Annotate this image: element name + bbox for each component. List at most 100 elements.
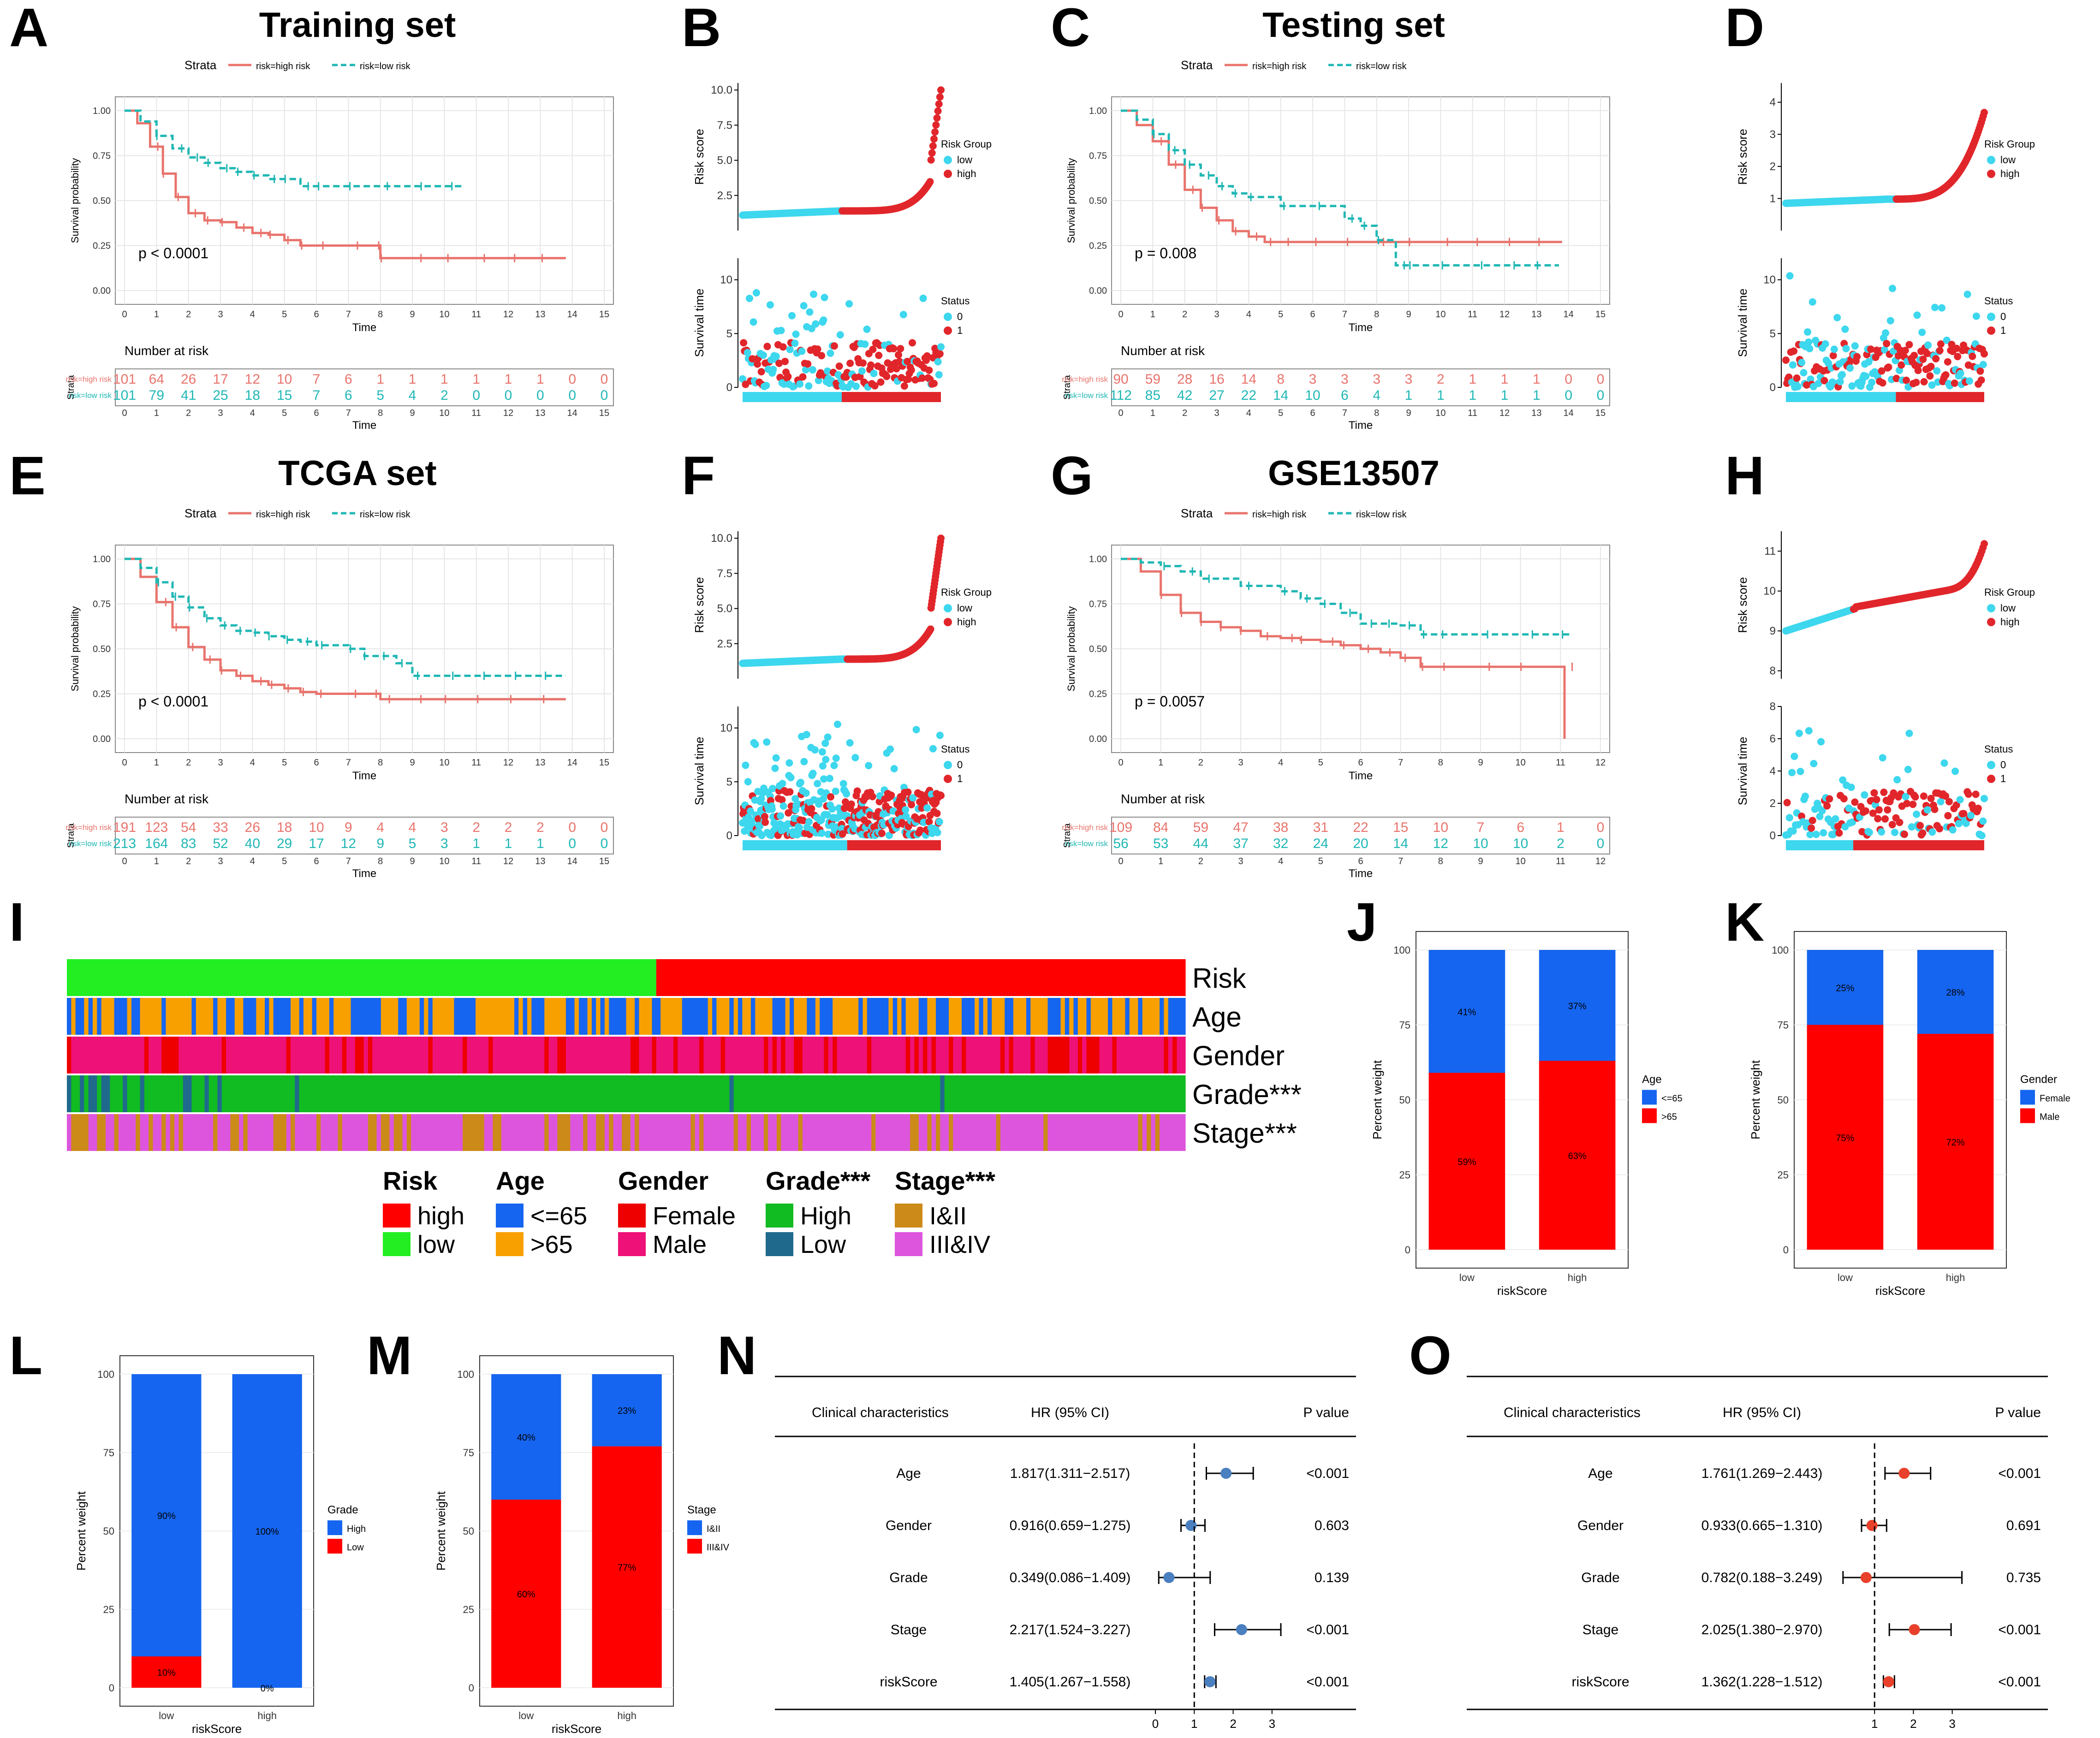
heatmap-cell [841, 1114, 846, 1151]
heatmap-cell [127, 1037, 132, 1074]
heatmap-cell [949, 998, 953, 1035]
heatmap-cell [140, 998, 145, 1035]
heatmap-cell [781, 1037, 786, 1074]
heatmap-cell [927, 998, 932, 1035]
stacked-value-label: 28% [1946, 988, 1965, 998]
time-y-tick: 5 [726, 776, 732, 788]
heatmap-legend-label: High [800, 1202, 851, 1230]
risk-y-tick: 11 [1764, 545, 1776, 558]
risk-score-point [933, 114, 941, 122]
heatmap-cell [652, 1075, 657, 1112]
heatmap-cell [1177, 959, 1182, 996]
heatmap-cell [759, 1075, 764, 1112]
heatmap-cell [544, 1037, 549, 1074]
km-nrisk-low-value: 10 [1305, 388, 1320, 403]
forest-row-hr: 1.761(1.269−2.443) [1701, 1466, 1823, 1481]
heatmap-cell [837, 1075, 842, 1112]
time-y-tick: 5 [1770, 327, 1776, 340]
heatmap-cell [527, 1037, 532, 1074]
heatmap-cell [880, 959, 885, 996]
heatmap-cell [523, 1037, 528, 1074]
survival-time-point [1914, 367, 1922, 374]
survival-time-point [1806, 830, 1814, 838]
heatmap-cell [183, 998, 188, 1035]
heatmap-cell [419, 1114, 424, 1151]
heatmap-cell [660, 1075, 666, 1112]
survival-time-point [1954, 353, 1962, 361]
km-nrisk-low-value: 1 [505, 836, 512, 851]
heatmap-cell [101, 1114, 106, 1151]
heatmap-cell [875, 959, 880, 996]
heatmap-cell [84, 998, 89, 1035]
heatmap-cell [622, 959, 627, 996]
heatmap-cell [944, 1037, 949, 1074]
heatmap-cell [953, 1114, 958, 1151]
heatmap-cell [635, 998, 640, 1035]
heatmap-cell [1077, 959, 1083, 996]
survival-time-point [786, 788, 794, 796]
survival-time-point [821, 739, 829, 747]
survival-time-point [1956, 796, 1964, 804]
heatmap-cell [1065, 959, 1070, 996]
survival-time-point [869, 793, 876, 801]
survival-time-point [814, 780, 821, 788]
heatmap-cell [1168, 1114, 1173, 1151]
heatmap-cell [437, 959, 442, 996]
heatmap-cell [888, 959, 893, 996]
survival-time-point [763, 738, 771, 746]
heatmap-cell [643, 959, 648, 996]
heatmap-cell [501, 959, 506, 996]
heatmap-cell [411, 1114, 416, 1151]
heatmap-cell [153, 1037, 158, 1074]
heatmap-cell [1043, 1037, 1048, 1074]
km-nrisk-low-value: 37 [1233, 836, 1248, 851]
heatmap-cell [1069, 998, 1074, 1035]
heatmap-cell [329, 1114, 334, 1151]
heatmap-cell [863, 959, 868, 996]
heatmap-cell [79, 1114, 84, 1151]
stacked-legend-title: Gender [2020, 1074, 2057, 1086]
survival-time-point [827, 350, 834, 357]
forest-hr-point [1204, 1676, 1216, 1687]
km-y-tick: 0.75 [93, 599, 111, 610]
heatmap-cell [393, 1114, 399, 1151]
heatmap-cell [136, 1114, 141, 1151]
heatmap-cell [596, 1037, 601, 1074]
heatmap-cell [127, 1075, 132, 1112]
heatmap-cell [161, 1114, 167, 1151]
survival-time-point [766, 301, 774, 309]
heatmap-cell [170, 1114, 175, 1151]
km-x-label: Time [1349, 770, 1373, 782]
status-legend-0-dot [944, 761, 952, 769]
survival-time-point [1805, 727, 1813, 735]
stacked-y-label: Percent weight [1370, 1060, 1384, 1139]
heatmap-cell [1155, 959, 1160, 996]
status-legend-1-dot [1987, 326, 1995, 335]
heatmap-cell [239, 1037, 244, 1074]
survival-time-point [1923, 806, 1931, 814]
survival-time-point [890, 345, 898, 353]
heatmap-cell [359, 1114, 364, 1151]
heatmap-cell [1022, 1114, 1027, 1151]
km-nrisk-low-value: 12 [341, 836, 356, 851]
survival-time-point [759, 351, 767, 359]
survival-time-point [1886, 317, 1894, 325]
status-legend-1-label: 1 [957, 325, 963, 336]
heatmap-cell [101, 1075, 106, 1112]
km-nrisk-low-value: 0 [568, 388, 576, 403]
heatmap-row-label: Age [1192, 1002, 1242, 1032]
heatmap-cell [574, 1114, 579, 1151]
survival-time-point [1808, 298, 1816, 306]
heatmap-cell [690, 1037, 696, 1074]
heatmap-cell [622, 1114, 627, 1151]
heatmap-cell [497, 1114, 502, 1151]
heatmap-cell [1082, 1114, 1087, 1151]
heatmap-cell [1160, 1114, 1164, 1151]
heatmap-cell [953, 959, 958, 996]
heatmap-cell [316, 998, 321, 1035]
heatmap-cell [174, 1114, 179, 1151]
heatmap-cell [570, 1075, 575, 1112]
time-y-tick: 0 [1770, 381, 1776, 394]
heatmap-cell [234, 1075, 239, 1112]
heatmap-cell [600, 959, 605, 996]
